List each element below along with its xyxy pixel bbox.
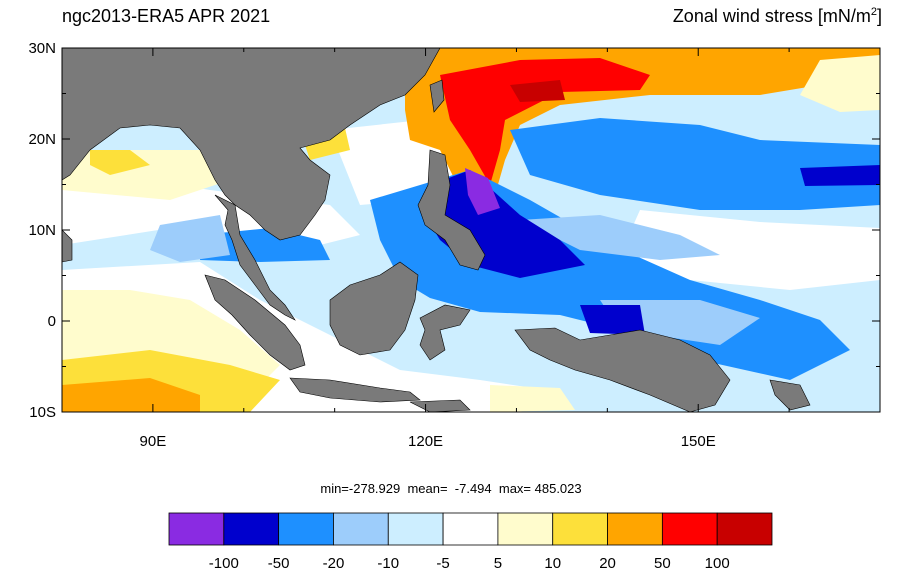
- field-darkblue-east: [800, 165, 880, 186]
- land-sumatra: [204, 274, 306, 371]
- land-malay-peninsula: [214, 194, 296, 321]
- colorbar-label: 20: [599, 555, 616, 572]
- colorbar-label: 50: [654, 555, 671, 572]
- colorbar-swatch: [497, 512, 554, 546]
- colorbar-label: 5: [494, 555, 502, 572]
- variable-title-end: ]: [876, 6, 882, 26]
- colorbar-label: 10: [544, 555, 561, 572]
- colorbar-labels: -100 -50 -20 -10 -5 5 10 20 50 100: [209, 555, 730, 572]
- land-lesser-sunda: [409, 399, 471, 412]
- colorbar-swatch: [278, 512, 334, 546]
- colorbar-label: -50: [268, 555, 290, 572]
- lat-tick-label: 0: [48, 313, 56, 330]
- latitude-labels: 30N 20N 10N 0 10S: [28, 40, 56, 421]
- colorbar-label: -20: [323, 555, 345, 572]
- land-new-guinea: [514, 327, 731, 412]
- colorbar-swatch: [552, 512, 608, 546]
- land-taiwan: [429, 79, 445, 113]
- axis-ticks: [61, 47, 881, 413]
- colorbar-swatch: [387, 512, 444, 546]
- colorbar-swatch: [333, 512, 389, 546]
- lon-tick-label: 120E: [408, 433, 443, 450]
- colorbar-swatch: [223, 512, 280, 546]
- land-sri-lanka: [62, 229, 73, 263]
- land-masses: [62, 48, 811, 412]
- field-lightyellow-ne: [800, 55, 880, 112]
- colorbar-label: -10: [377, 555, 399, 572]
- variable-title-superscript: 2: [870, 6, 877, 18]
- variable-title: Zonal wind stress [mN/m2]: [673, 6, 882, 27]
- lat-tick-label: 20N: [28, 131, 56, 148]
- colorbar-label: -5: [436, 555, 449, 572]
- land-java: [289, 377, 421, 403]
- land-philippines: [417, 149, 486, 271]
- land-islands-east: [769, 379, 811, 411]
- colorbar-swatch: [661, 512, 718, 546]
- field-darkblue-patch: [580, 305, 645, 335]
- field-lightyellow-arafura: [490, 385, 575, 412]
- lon-tick-label: 150E: [681, 433, 716, 450]
- lon-tick-label: 90E: [140, 433, 167, 450]
- colorbar-label: 100: [705, 555, 730, 572]
- map-title: ngc2013-ERA5 APR 2021: [62, 6, 271, 26]
- colorbar-swatch: [168, 512, 225, 546]
- colorbar-swatch: [607, 512, 663, 546]
- field-red-taiwan: [440, 58, 650, 185]
- colorbar: [168, 512, 773, 546]
- colorbar-label: -100: [209, 555, 239, 572]
- variable-title-main: Zonal wind stress [mN/m: [672, 6, 871, 26]
- land-asia-mainland: [62, 48, 441, 241]
- field-orange-south: [62, 378, 200, 412]
- longitude-labels: 90E 120E 150E: [140, 433, 716, 450]
- lat-tick-label: 30N: [28, 40, 56, 57]
- land-sulawesi: [419, 304, 471, 361]
- field-statistics: min=-278.929 mean= -7.494 max= 485.023: [320, 481, 582, 496]
- field-lightblue-band: [520, 215, 720, 260]
- field-white-east: [620, 210, 880, 290]
- lat-tick-label: 10N: [28, 222, 56, 239]
- field-yellow-patch-a: [90, 150, 150, 175]
- field-lightblue-andaman: [150, 215, 230, 262]
- land-borneo: [329, 261, 419, 356]
- colorbar-swatch: [442, 512, 499, 546]
- field-blue-north-pacific: [510, 118, 880, 210]
- field-darkred-patch: [510, 80, 565, 102]
- wind-stress-field: [62, 48, 880, 412]
- field-purple-core: [465, 168, 500, 215]
- lat-tick-label: 10S: [29, 404, 56, 421]
- colorbar-swatch: [716, 512, 773, 546]
